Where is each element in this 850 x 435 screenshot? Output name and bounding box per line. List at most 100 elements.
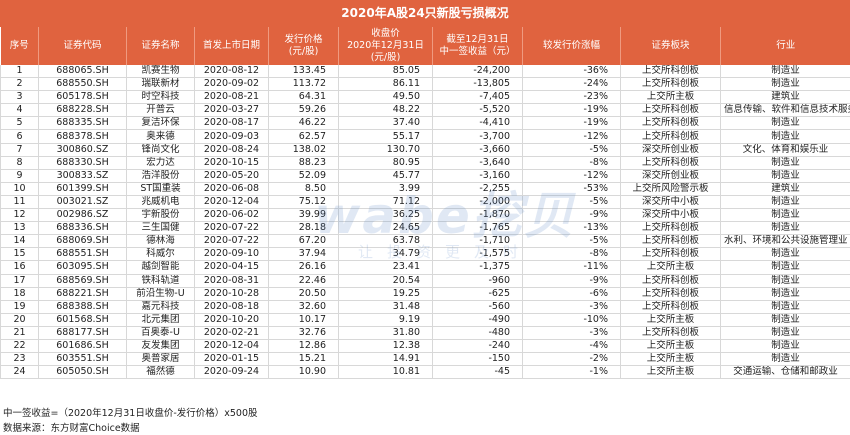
table-cell: 23.41 (338, 260, 433, 275)
table-cell: 49.50 (338, 90, 433, 105)
table-cell: 2020-08-12 (194, 65, 269, 79)
table-cell: 制造业 (720, 195, 850, 210)
table-cell: -560 (432, 300, 523, 314)
table-cell: 深交所中小板 (620, 195, 721, 210)
table-cell: -1,765 (432, 221, 523, 236)
table-cell: 67.20 (268, 234, 339, 249)
table-row: 21 688177.SH 百奥泰-U 2020-02-21 32.76 31.80 -480… (0, 326, 850, 340)
column-header: 收盘价 2020年12月31日 (元/股) (338, 27, 433, 65)
table-cell: -5% (522, 195, 621, 210)
table-cell: 制造业 (720, 313, 850, 327)
table-row: 14 688069.SH 德林海 2020-07-22 67.20 63.78 -1,710… (0, 234, 850, 249)
table-cell: 2020-08-18 (194, 300, 269, 314)
table-cell: 制造业 (720, 326, 850, 340)
table-cell: 上交所科创板 (620, 129, 721, 144)
table-cell: 20.50 (268, 287, 339, 301)
table-cell: 130.70 (338, 143, 433, 157)
table-cell: -3,160 (432, 169, 523, 183)
table-cell: 86.11 (338, 77, 433, 92)
table-cell: 上交所主板 (620, 365, 721, 380)
table-title: 2020年A股24只新股亏损概况 (0, 0, 850, 27)
table-cell: -1,575 (432, 247, 523, 262)
table-cell: 605050.SH (38, 365, 127, 380)
table-cell: -1,375 (432, 260, 523, 275)
table-cell: 宏力达 (126, 156, 195, 170)
table-cell: 制造业 (720, 208, 850, 223)
table-cell: 688551.SH (38, 247, 127, 262)
table-cell: 3.99 (338, 182, 433, 196)
table-cell: 制造业 (720, 247, 850, 262)
table-cell: 45.77 (338, 169, 433, 183)
table-cell: 上交所主板 (620, 339, 721, 354)
table-cell: -10% (522, 313, 621, 327)
table-cell: 75.12 (268, 195, 339, 210)
table-cell: -24% (522, 77, 621, 92)
table-row: 23 603551.SH 奥普家居 2020-01-15 15.21 14.91 -150-… (0, 352, 850, 367)
table-cell: 上交所科创板 (620, 300, 721, 314)
table-cell: 688335.SH (38, 116, 127, 131)
table-cell: 开普云 (126, 103, 195, 118)
table-cell: 18 (0, 287, 39, 301)
table-cell: 15.21 (268, 352, 339, 367)
header-row: 序号 证券代码 证券名称 首发上市日期 发行价格 (元/股) 收盘价 2020年12月31日(… (0, 27, 850, 65)
table-row: 10 601399.SH ST国重装 2020-06-08 8.50 3.99 -2,255… (0, 182, 850, 196)
table-cell: 20.54 (338, 274, 433, 288)
table-cell: 688330.SH (38, 156, 127, 170)
table-cell: 1 (0, 65, 39, 79)
table-cell: 15 (0, 247, 39, 262)
table-cell: -19% (522, 116, 621, 131)
table-cell: 友发集团 (126, 339, 195, 354)
table-cell: 时空科技 (126, 90, 195, 105)
table-cell: -12% (522, 169, 621, 183)
table-cell: 三生国健 (126, 221, 195, 236)
table-cell: 制造业 (720, 77, 850, 92)
table-cell: 制造业 (720, 260, 850, 275)
column-header: 较发行价涨幅 (522, 27, 621, 65)
table-cell: 22.46 (268, 274, 339, 288)
table-cell: -2,255 (432, 182, 523, 196)
table-cell: 2020-08-17 (194, 116, 269, 131)
table-cell: 2020-05-20 (194, 169, 269, 183)
table-cell: 2020-03-27 (194, 103, 269, 118)
table-cell: -960 (432, 274, 523, 288)
table-cell: 688569.SH (38, 274, 127, 288)
table-cell: 17 (0, 274, 39, 288)
table-cell: 浩洋股份 (126, 169, 195, 183)
table-cell: 2020-01-15 (194, 352, 269, 367)
table-cell: 28.18 (268, 221, 339, 236)
table-cell: 上交所科创板 (620, 116, 721, 131)
table-cell: 688550.SH (38, 77, 127, 92)
table-cell: 百奥泰-U (126, 326, 195, 340)
table-cell: 上交所主板 (620, 90, 721, 105)
table-cell: 锋尚文化 (126, 143, 195, 157)
table-cell: 复洁环保 (126, 116, 195, 131)
table-cell: 9 (0, 169, 39, 183)
table-cell: 制造业 (720, 65, 850, 79)
table-cell: 601568.SH (38, 313, 127, 327)
table-cell: 2020-08-24 (194, 143, 269, 157)
table-cell: 上交所科创板 (620, 65, 721, 79)
table-cell: 14.91 (338, 352, 433, 367)
table-cell: 深交所中小板 (620, 208, 721, 223)
table-cell: -9% (522, 274, 621, 288)
table-cell: 12 (0, 208, 39, 223)
table-cell: 交通运输、仓储和邮政业 (720, 365, 850, 380)
table-cell: 23 (0, 352, 39, 367)
table-cell: -5,520 (432, 103, 523, 118)
table-cell: 奥来德 (126, 129, 195, 144)
table-cell: 4 (0, 103, 39, 118)
table-cell: -53% (522, 182, 621, 196)
table-cell: 34.79 (338, 247, 433, 262)
table-cell: 26.16 (268, 260, 339, 275)
table-cell: 46.22 (268, 116, 339, 131)
table-cell: 上交所科创板 (620, 274, 721, 288)
table-cell: 24.65 (338, 221, 433, 236)
table-cell: -1,710 (432, 234, 523, 249)
table-cell: -36% (522, 65, 621, 79)
table-cell: 603551.SH (38, 352, 127, 367)
table-cell: 上交所科创板 (620, 247, 721, 262)
table-cell: 59.26 (268, 103, 339, 118)
table-cell: -3,700 (432, 129, 523, 144)
table-cell: 88.23 (268, 156, 339, 170)
table-cell: -9% (522, 208, 621, 223)
